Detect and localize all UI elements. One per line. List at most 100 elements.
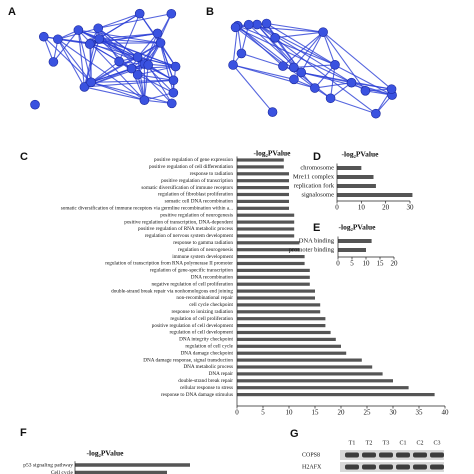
edge xyxy=(266,23,336,66)
bar xyxy=(237,379,393,383)
node xyxy=(38,31,49,42)
band xyxy=(413,464,427,470)
category-label: somatic diversification of immune recept… xyxy=(141,184,233,191)
bar xyxy=(237,220,295,224)
edge xyxy=(57,38,90,45)
band xyxy=(345,464,359,470)
category-label: replication fork xyxy=(294,182,335,189)
chart-title: -log₂PValue xyxy=(342,150,380,159)
bar xyxy=(237,330,331,335)
category-label: chromosome xyxy=(300,164,334,171)
bar xyxy=(237,248,300,252)
x-tick-label: 20 xyxy=(391,260,399,268)
node xyxy=(166,98,177,109)
chart-title: -log₂PValue xyxy=(254,149,292,158)
bar xyxy=(237,165,284,169)
panel-label: A xyxy=(8,6,16,18)
x-tick-label: 40 xyxy=(442,409,450,417)
bar xyxy=(237,261,305,266)
x-tick-label: 5 xyxy=(261,409,265,417)
bar xyxy=(237,296,315,300)
network-a xyxy=(30,8,181,110)
node xyxy=(346,77,357,88)
node xyxy=(168,75,179,86)
node xyxy=(289,74,299,85)
node xyxy=(134,8,145,19)
band xyxy=(430,452,444,458)
bar xyxy=(237,344,341,348)
category-label: regulation of nervous system development xyxy=(145,232,234,239)
edge xyxy=(266,22,324,33)
bar xyxy=(237,282,310,286)
bar xyxy=(75,463,190,467)
edge xyxy=(43,36,92,83)
category-label: p53 signaling pathway xyxy=(23,462,73,468)
x-tick-label: 30 xyxy=(407,204,415,212)
node xyxy=(93,23,104,34)
edge xyxy=(97,27,120,62)
category-label: regulation of fibroblast proliferation xyxy=(158,191,233,198)
category-label: somatic diversification of immune recept… xyxy=(61,204,233,211)
edge xyxy=(300,31,324,73)
x-tick-label: 15 xyxy=(377,260,385,268)
edge xyxy=(275,31,324,39)
node xyxy=(310,83,320,93)
panel-label: F xyxy=(20,427,27,439)
edge xyxy=(131,65,176,70)
category-label: immune system development xyxy=(172,254,233,260)
bar xyxy=(237,158,284,162)
lane-label: T3 xyxy=(383,440,390,446)
category-label: DNA damage checkpoint xyxy=(181,350,234,356)
edge xyxy=(301,71,352,84)
node xyxy=(132,69,143,80)
bar xyxy=(237,206,289,210)
bar xyxy=(237,199,289,203)
edge xyxy=(237,25,336,66)
x-tick-label: 10 xyxy=(358,204,366,212)
lane-label: C3 xyxy=(433,440,440,446)
edge xyxy=(232,25,239,66)
edge xyxy=(137,74,174,94)
bar xyxy=(337,184,376,188)
band xyxy=(413,452,427,458)
band xyxy=(396,464,410,470)
bar xyxy=(337,193,413,197)
node xyxy=(252,19,262,30)
edge xyxy=(90,81,172,104)
bar xyxy=(237,192,289,197)
node xyxy=(278,61,288,71)
edge xyxy=(52,29,79,63)
edge xyxy=(240,24,250,54)
node xyxy=(85,39,95,49)
category-label: response to radiation xyxy=(190,171,234,177)
category-label: regulation of cell development xyxy=(169,329,233,336)
category-label: signalosome xyxy=(302,191,335,198)
bar xyxy=(337,166,362,170)
chart-title: -log₂PValue xyxy=(339,223,377,232)
bar xyxy=(237,365,373,369)
node xyxy=(261,18,272,29)
x-tick-label: 20 xyxy=(338,409,346,417)
node xyxy=(236,48,247,59)
x-tick-label: 0 xyxy=(335,204,339,212)
node xyxy=(296,67,307,78)
category-label: response to gamma radiation xyxy=(173,240,233,246)
band xyxy=(379,452,393,458)
edge xyxy=(235,26,316,89)
panel-label: D xyxy=(313,151,321,163)
category-label: promoter binding xyxy=(289,246,335,253)
x-tick-label: 10 xyxy=(363,260,371,268)
edge xyxy=(293,64,336,68)
category-label: regulation of cell cycle xyxy=(185,342,233,349)
node xyxy=(86,77,96,88)
edge xyxy=(77,30,85,88)
band xyxy=(379,464,393,470)
node xyxy=(288,62,299,73)
lane-label: T1 xyxy=(349,440,356,446)
bar xyxy=(237,241,300,245)
lane-label: C1 xyxy=(399,440,406,446)
category-label: non-recombinational repair xyxy=(176,295,233,301)
x-tick-label: 35 xyxy=(416,409,424,417)
node xyxy=(170,61,181,72)
category-label: DNA binding xyxy=(299,237,335,244)
